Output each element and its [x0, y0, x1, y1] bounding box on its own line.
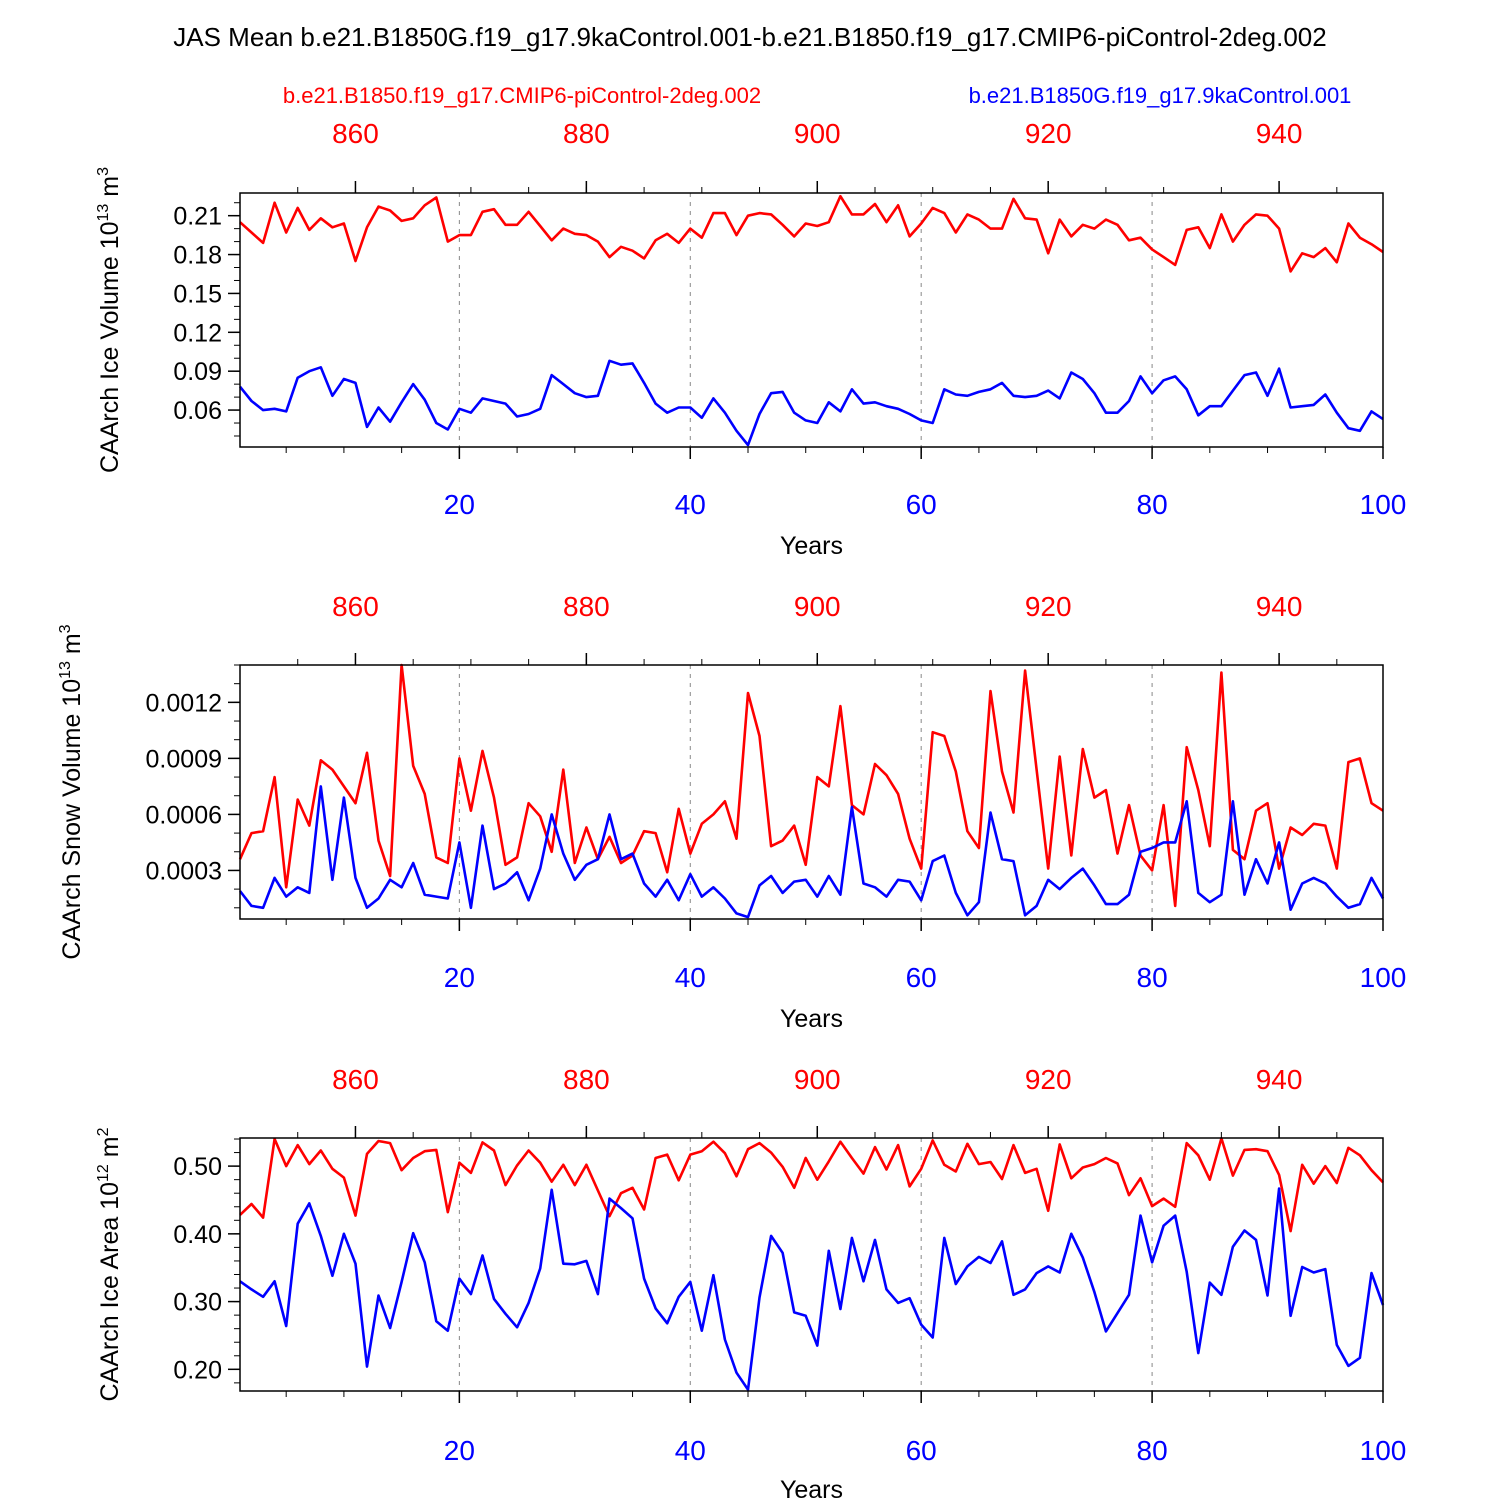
y-axis-label-unit-exponent: 3 [95, 167, 112, 176]
xtick-label-top: 920 [1025, 118, 1072, 149]
ytick-label: 0.0006 [146, 801, 222, 829]
ytick-label: 0.21 [173, 203, 222, 231]
y-axis-label-unit: m [96, 176, 124, 204]
xtick-label-top: 860 [332, 591, 379, 622]
xtick-label-top: 900 [794, 118, 841, 149]
y-axis-label-main: CAArch Ice Volume 10 [96, 221, 124, 473]
xtick-label-top: 920 [1025, 591, 1072, 622]
y-axis-label-main: CAArch Ice Area 10 [96, 1182, 124, 1402]
xtick-label-top: 940 [1256, 591, 1303, 622]
panel-2: 0.0003 0.0006 0.0009 0.0012 20 40 60 80 100 860 88… [57, 591, 1406, 1033]
xtick-label-bottom: 60 [906, 489, 937, 520]
xtick-label-top: 940 [1256, 1064, 1303, 1095]
ytick-label: 0.50 [173, 1153, 222, 1181]
ytick-label: 0.40 [173, 1221, 222, 1249]
xtick-label-bottom: 60 [906, 1435, 937, 1466]
plot-frame [239, 664, 1384, 920]
y-axis-label: CAArch Snow Volume 1013 m3 [57, 624, 86, 959]
y-axis-label-main: CAArch Snow Volume 10 [58, 679, 86, 960]
series-line-blue [238, 785, 1385, 919]
xtick-label-bottom: 60 [906, 962, 937, 993]
ytick-label: 0.0012 [146, 689, 222, 717]
series-line-blue [239, 1187, 1385, 1391]
plot-frame [239, 1137, 1384, 1392]
ytick-label: 0.20 [173, 1356, 222, 1384]
y-axis-label-unit-exponent: 3 [57, 624, 74, 633]
plot-frame [239, 192, 1384, 448]
xtick-label-top: 920 [1025, 1064, 1072, 1095]
xtick-label-bottom: 40 [675, 489, 706, 520]
series-line-red [238, 663, 1384, 908]
ytick-label: 0.18 [173, 242, 222, 270]
xtick-label-bottom: 40 [675, 962, 706, 993]
y-axis-label-exponent: 12 [95, 1164, 112, 1182]
xtick-label-top: 860 [332, 118, 379, 149]
ytick-label: 0.09 [173, 358, 222, 386]
xtick-label-bottom: 100 [1360, 489, 1407, 520]
ytick-label: 0.06 [173, 397, 222, 425]
x-axis-label: Years [780, 532, 843, 560]
y-axis-label-unit: m [58, 633, 86, 661]
ytick-label: 0.0009 [146, 745, 222, 773]
xtick-label-bottom: 100 [1360, 1435, 1407, 1466]
xtick-label-bottom: 80 [1137, 1435, 1168, 1466]
xtick-label-top: 860 [332, 1064, 379, 1095]
ytick-label: 0.15 [173, 280, 222, 308]
xtick-label-bottom: 20 [444, 489, 475, 520]
xtick-label-top: 900 [794, 1064, 841, 1095]
x-axis-label: Years [780, 1005, 843, 1033]
xtick-label-top: 880 [563, 591, 610, 622]
series-line-red [239, 1137, 1384, 1233]
x-axis-label: Years [780, 1476, 843, 1500]
y-axis-label-exponent: 13 [57, 661, 74, 679]
legend-blue-label: b.e21.B1850G.f19_g17.9kaControl.001 [969, 83, 1352, 108]
figure-title: JAS Mean b.e21.B1850G.f19_g17.9kaControl… [173, 22, 1326, 52]
series-line-blue [238, 359, 1384, 447]
xtick-label-bottom: 80 [1137, 489, 1168, 520]
ytick-label: 0.0003 [146, 857, 222, 885]
xtick-label-bottom: 20 [444, 1435, 475, 1466]
xtick-label-bottom: 20 [444, 962, 475, 993]
xtick-label-top: 880 [563, 118, 610, 149]
xtick-label-top: 900 [794, 591, 841, 622]
y-axis-label: CAArch Ice Area 1012 m2 [95, 1127, 124, 1401]
y-axis-label-unit: m [96, 1136, 124, 1164]
ytick-label: 0.30 [173, 1289, 222, 1317]
xtick-label-top: 880 [563, 1064, 610, 1095]
legend-red-label: b.e21.B1850.f19_g17.CMIP6-piControl-2deg… [283, 83, 761, 108]
y-axis-label: CAArch Ice Volume 1013 m3 [95, 167, 124, 473]
ytick-label: 0.12 [173, 319, 222, 347]
xtick-label-bottom: 80 [1137, 962, 1168, 993]
xtick-label-bottom: 100 [1360, 962, 1407, 993]
y-axis-label-unit-exponent: 2 [95, 1127, 112, 1136]
xtick-label-bottom: 40 [675, 1435, 706, 1466]
panels: 0.06 0.09 0.12 0.15 0.18 0.21 20 40 60 80 100 860 88… [57, 118, 1406, 1500]
panel-3: 0.20 0.30 0.40 0.50 20 40 60 80 100 860 880 900 920 9… [95, 1064, 1406, 1500]
series-line-red [239, 194, 1384, 273]
panel-1: 0.06 0.09 0.12 0.15 0.18 0.21 20 40 60 80 100 860 88… [95, 118, 1406, 560]
y-axis-label-exponent: 13 [95, 204, 112, 222]
xtick-label-top: 940 [1256, 118, 1303, 149]
